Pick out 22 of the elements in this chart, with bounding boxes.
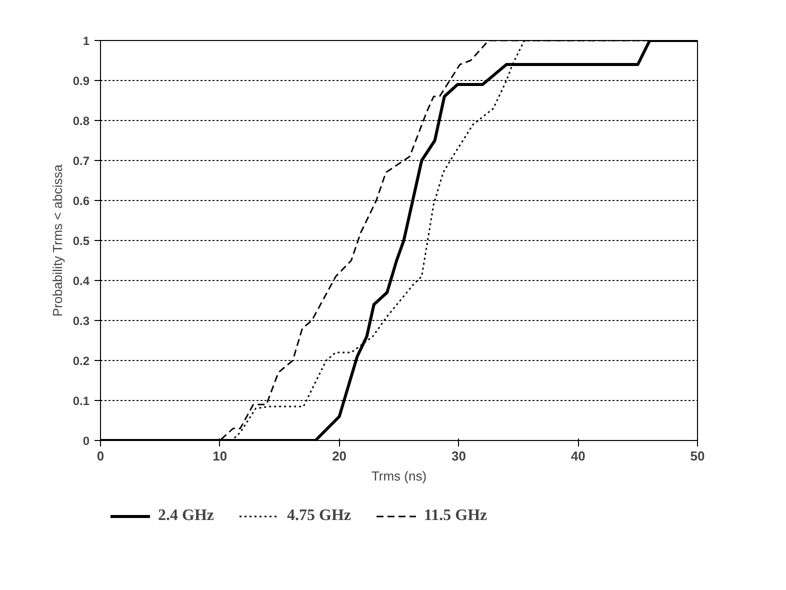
y-tick-label: 0.2	[72, 354, 90, 368]
x-tick-label: 40	[570, 448, 586, 464]
x-tick-label: 20	[332, 448, 347, 464]
legend-label: 11.5 GHz	[424, 507, 488, 525]
legend-label: 4.75 GHz	[287, 507, 351, 525]
x-axis-title: Trms (ns)	[371, 468, 427, 484]
x-tick-label: 10	[212, 448, 228, 464]
legend-label: 2.4 GHz	[158, 507, 214, 525]
y-tick-label: 0.8	[72, 114, 90, 128]
y-tick-label: 0.9	[72, 74, 90, 88]
x-tick-label: 30	[451, 448, 466, 464]
y-tick-label: 0.1	[72, 394, 90, 408]
y-tick-label: 0	[82, 434, 90, 448]
y-axis-title: Probability Trms < abcissa	[50, 164, 65, 317]
y-tick-label: 1	[82, 34, 90, 48]
y-tick-label: 0.6	[72, 194, 90, 208]
y-tick-label: 0.5	[72, 234, 90, 248]
y-tick-label: 0.7	[72, 154, 90, 168]
x-tick-label: 0	[96, 448, 104, 464]
y-tick-label: 0.3	[72, 314, 90, 328]
x-tick-label: 50	[690, 448, 705, 464]
y-tick-label: 0.4	[72, 274, 90, 288]
